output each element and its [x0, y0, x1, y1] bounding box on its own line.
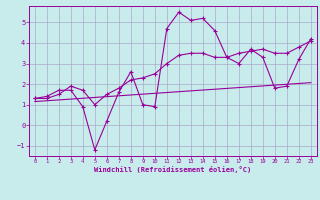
X-axis label: Windchill (Refroidissement éolien,°C): Windchill (Refroidissement éolien,°C) — [94, 166, 252, 173]
